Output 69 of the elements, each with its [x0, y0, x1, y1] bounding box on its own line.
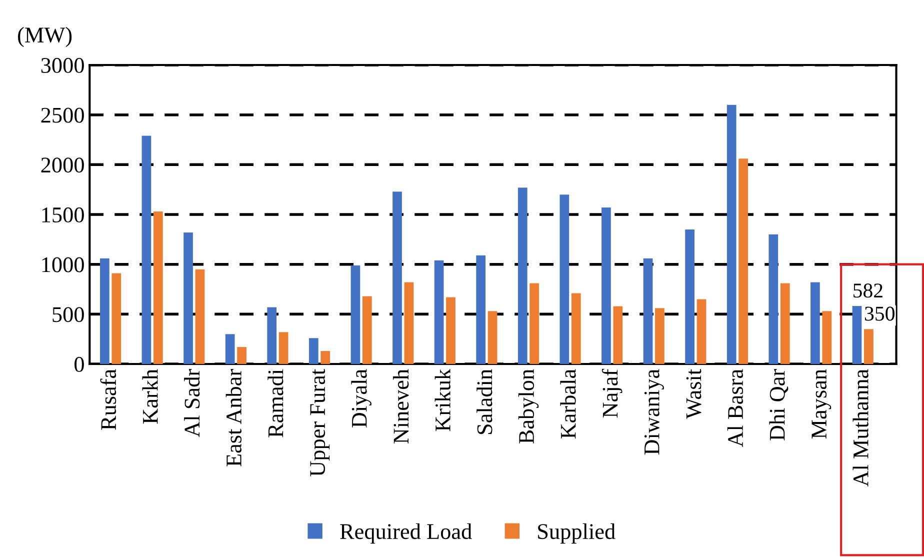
bar — [308, 338, 318, 364]
bar — [530, 283, 540, 364]
x-tick-label: Krikuk — [434, 368, 450, 432]
x-tick-label: Wasit — [686, 368, 702, 419]
bar — [864, 329, 874, 364]
x-tick-label: Al Basra — [727, 369, 744, 448]
bar — [852, 306, 862, 364]
y-tick-label: 2500 — [41, 108, 84, 123]
bar — [643, 258, 653, 364]
x-tick-label: Al Muthanna — [852, 369, 868, 487]
bar — [267, 307, 277, 364]
y-tick-label: 0 — [74, 356, 84, 372]
x-tick-label: Nineveh — [393, 369, 409, 444]
bar — [726, 104, 736, 364]
bar — [738, 158, 748, 364]
bar — [362, 296, 372, 364]
bar — [488, 311, 498, 364]
bar — [560, 194, 570, 364]
y-tick-label: 3000 — [41, 58, 84, 73]
x-tick-label: Ramadi — [268, 369, 284, 438]
x-tick-label: Rusafa — [100, 369, 116, 430]
y-tick-label: 1500 — [42, 207, 84, 222]
x-tick-label: Diwaniya — [644, 369, 664, 455]
bar — [655, 308, 664, 364]
x-tick-label: Babylon — [518, 369, 539, 444]
y-axis-title: (MW) — [18, 26, 72, 48]
bar — [434, 260, 444, 364]
x-tick-label: Diyala — [351, 369, 372, 428]
bar — [320, 351, 330, 364]
bar — [571, 293, 581, 364]
bar — [685, 229, 694, 364]
x-tick-label: Karbala — [560, 369, 576, 439]
bar — [153, 212, 163, 364]
bar — [100, 258, 110, 364]
bar — [602, 208, 611, 364]
x-tick-label: Dhi Qar — [769, 369, 788, 440]
bar — [518, 188, 528, 364]
data-label: 582 — [854, 284, 882, 298]
bar — [613, 306, 623, 364]
bar — [225, 334, 235, 364]
bar — [446, 297, 456, 364]
bar — [195, 269, 205, 364]
x-tick-label: Karkh — [142, 369, 158, 424]
bar — [392, 192, 402, 364]
y-tick-label: 500 — [52, 307, 84, 322]
x-tick-label: Saladin — [476, 369, 492, 434]
bar — [112, 273, 122, 364]
data-label: 350 — [865, 306, 894, 321]
y-tick-label: 2000 — [41, 158, 84, 173]
legend-label: Required Load — [340, 523, 472, 544]
bar — [780, 283, 790, 364]
bar — [184, 232, 193, 364]
bar — [237, 347, 246, 364]
bar — [810, 282, 820, 364]
bar — [696, 299, 706, 364]
bar — [404, 282, 414, 364]
bar — [768, 234, 778, 364]
x-tick-label: East Anbar — [226, 369, 242, 466]
x-tick-label: Najaf — [602, 368, 622, 418]
bar — [278, 332, 288, 364]
bar — [350, 265, 360, 364]
bar — [822, 311, 832, 364]
y-tick-label: 1000 — [42, 257, 84, 272]
x-tick-label: Upper Furat — [310, 368, 330, 476]
bar — [142, 136, 152, 364]
legend-label: Supplied — [538, 523, 616, 544]
x-tick-label: Al Sadr — [184, 369, 200, 438]
x-tick-label: Maysan — [812, 369, 832, 439]
bar — [476, 255, 486, 364]
